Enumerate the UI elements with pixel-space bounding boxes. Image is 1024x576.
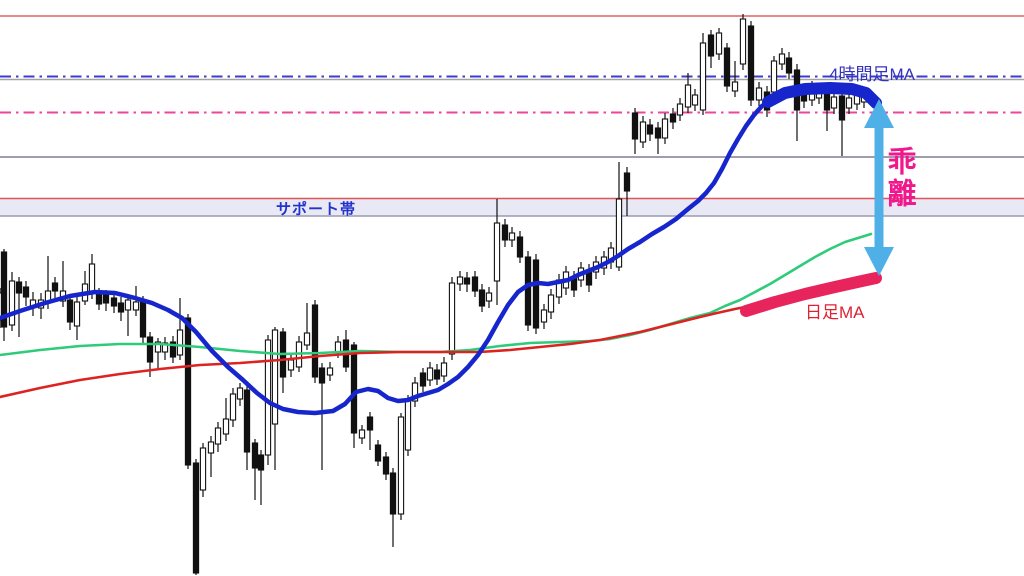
support-band (0, 197, 1024, 217)
highlight-blue-4h-flat (762, 82, 882, 109)
ma-green-mid (0, 232, 873, 357)
label-support-band: サポート帯 (276, 201, 357, 218)
highlight-pink-daily-ma (740, 272, 882, 317)
divergence-arrow (864, 99, 894, 276)
label-divergence: 乖離 (883, 146, 915, 210)
label-4h-ma: 4時間足MA (829, 65, 915, 84)
label-daily-ma: 日足MA (805, 303, 865, 322)
candles (0, 14, 868, 575)
ma-blue-4h (0, 84, 880, 416)
horizontal-lines (0, 15, 1024, 158)
